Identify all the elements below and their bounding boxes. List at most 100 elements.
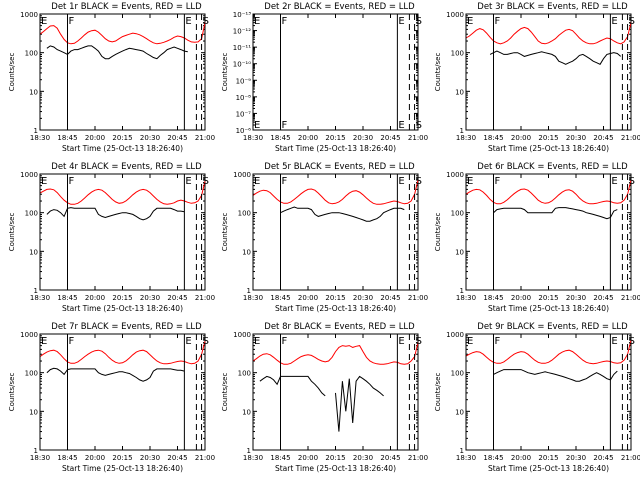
y-tick-label: 1 [460,127,464,135]
series-lld [252,342,419,365]
y-tick-label: 1000 [446,11,464,19]
x-tick-label: 20:45 [593,294,613,302]
x-tick-label: 18:45 [57,134,77,142]
x-tick-label: 18:30 [456,454,476,462]
y-tick-label: 100 [25,50,38,58]
x-tick-label: 20:45 [593,454,613,462]
y-tick-label: 1 [34,287,38,295]
x-tick-label: 20:00 [511,134,531,142]
marker-label-top: E [398,176,404,187]
plot-frame [465,333,632,451]
x-axis-label: Start Time (25-Oct-13 18:26:40) [275,144,396,153]
marker-label-top: F [69,336,75,347]
marker-label-top: S [203,16,209,27]
series-lld [465,179,632,205]
marker-label-top: S [416,336,422,347]
x-tick-label: 18:45 [270,454,290,462]
x-tick-label: 20:15 [112,454,132,462]
series-events [46,367,185,382]
x-tick-label: 20:00 [298,134,318,142]
series-events [46,207,185,221]
x-tick-label: 20:30 [353,134,373,142]
x-tick-label: 20:00 [511,454,531,462]
plot-frame [39,173,206,291]
marker-label-top: S [629,176,635,187]
y-tick-label: 1000 [446,171,464,179]
series-lld [465,339,632,365]
x-axis-label: Start Time (25-Oct-13 18:26:40) [275,304,396,313]
marker-label-bottom: S [416,120,422,131]
marker-label-top: E [467,176,473,187]
x-tick-label: 20:00 [511,294,531,302]
x-tick-label: 18:30 [243,134,263,142]
plot-frame [465,13,632,131]
x-tick-label: 20:15 [538,454,558,462]
y-tick-label: 1000 [20,331,38,339]
detector-panel-1: Det 1r BLACK = Events, RED = LLD 1 10 100 10… [8,2,215,153]
x-tick-label: 20:15 [325,134,345,142]
y-axis-label: Counts/sec [434,213,442,252]
marker-label-top: S [203,176,209,187]
series-events [493,369,618,382]
marker-label-top: S [629,16,635,27]
y-tick-label: 1 [247,447,251,455]
y-tick-label: 10 [455,408,464,416]
x-tick-label: 20:15 [325,294,345,302]
x-tick-label: 20:00 [85,294,105,302]
x-tick-label: 18:45 [270,294,290,302]
x-tick-label: 20:15 [538,134,558,142]
y-axis-label: Counts/sec [8,373,16,412]
marker-label-top: F [282,16,288,27]
y-axis-label: Counts/sec [8,53,16,92]
panel-title: Det 5r BLACK = Events, RED = LLD [264,162,415,172]
marker-label-bottom: E [398,120,404,131]
y-tick-label: 1 [34,127,38,135]
y-tick-label: 100 [238,370,251,378]
x-axis-label: Start Time (25-Oct-13 18:26:40) [488,304,609,313]
series-events [493,207,618,220]
x-tick-label: 20:00 [85,134,105,142]
detector-panel-5: Det 5r BLACK = Events, RED = LLD 1 10 100 10… [221,162,428,313]
marker-label-top: E [254,336,260,347]
panel-title: Det 7r BLACK = Events, RED = LLD [51,322,202,332]
marker-label-top: S [416,16,422,27]
y-tick-label: 10 [455,88,464,96]
marker-label-top: F [282,336,288,347]
y-axis-label: Counts/sec [8,213,16,252]
y-tick-label: 10⁻¹² [233,28,251,36]
y-tick-label: 10⁻⁶ [236,127,252,135]
y-tick-label: 10⁻⁸ [236,94,252,102]
panel-title: Det 6r BLACK = Events, RED = LLD [477,162,628,172]
y-tick-label: 10⁻⁷ [236,110,252,118]
x-axis-label: Start Time (25-Oct-13 18:26:40) [275,464,396,473]
x-tick-label: 18:30 [243,454,263,462]
x-tick-label: 20:00 [298,454,318,462]
plot-frame [252,13,419,131]
marker-label-top: E [41,16,47,27]
x-tick-label: 18:30 [30,134,50,142]
x-tick-label: 21:00 [621,294,640,302]
y-tick-label: 10⁻⁹ [236,77,252,85]
x-tick-label: 20:45 [593,134,613,142]
x-tick-label: 21:00 [195,294,215,302]
x-tick-label: 20:00 [85,454,105,462]
x-tick-label: 18:30 [456,294,476,302]
y-tick-label: 100 [25,210,38,218]
series-lld [465,22,632,45]
marker-label-top: F [495,336,501,347]
y-tick-label: 100 [25,370,38,378]
detector-panel-8: Det 8r BLACK = Events, RED = LLD 1 10 100 10… [221,322,428,473]
series-events [46,45,188,60]
marker-label-top: E [254,16,260,27]
marker-label-top: F [495,16,501,27]
x-tick-label: 20:15 [325,454,345,462]
marker-label-top: S [629,336,635,347]
x-tick-label: 20:45 [167,294,187,302]
x-tick-label: 20:00 [298,294,318,302]
y-tick-label: 10⁻¹³ [233,11,251,19]
marker-label-top: E [611,16,617,27]
x-tick-label: 20:30 [566,294,586,302]
plot-frame [252,173,419,291]
x-tick-label: 21:00 [408,294,428,302]
marker-label-top: E [185,16,191,27]
